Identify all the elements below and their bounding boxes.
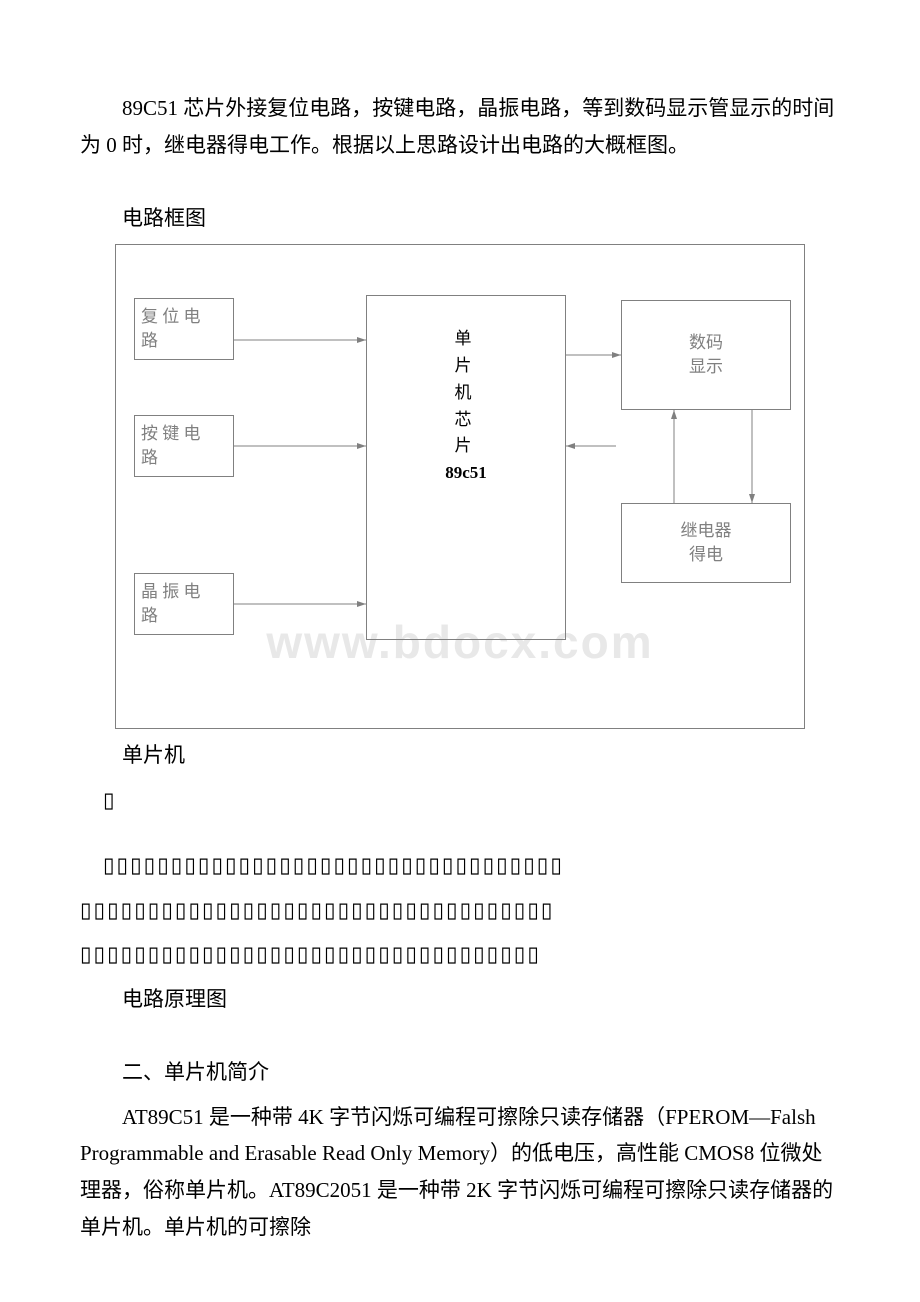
schematic-heading: 电路原理图 bbox=[80, 981, 840, 1018]
missing-glyph-row-1: ▯ bbox=[80, 782, 840, 819]
missing-glyph-row-2: ▯▯▯▯▯▯▯▯▯▯▯▯▯▯▯▯▯▯▯▯▯▯▯▯▯▯▯▯▯▯▯▯▯▯ bbox=[80, 847, 840, 884]
block-diagram: www.bdocx.com 复 位 电路 按 键 电路 晶 振 电路 单片机芯片… bbox=[115, 244, 805, 729]
body2-paragraph: AT89C51 是一种带 4K 字节闪烁可编程可擦除只读存储器（FPEROM—F… bbox=[80, 1099, 840, 1246]
mcu-heading: 单片机 bbox=[80, 737, 840, 774]
arrow-reset-mcu bbox=[116, 245, 806, 730]
spacer bbox=[80, 827, 840, 847]
diagram-heading: 电路框图 bbox=[80, 200, 840, 237]
spacer bbox=[80, 1026, 840, 1054]
section2-heading: 二、单片机简介 bbox=[80, 1054, 840, 1091]
intro-paragraph: 89C51 芯片外接复位电路，按键电路，晶振电路，等到数码显示管显示的时间为 0… bbox=[80, 90, 840, 164]
spacer bbox=[80, 172, 840, 200]
missing-glyph-row-4: ▯▯▯▯▯▯▯▯▯▯▯▯▯▯▯▯▯▯▯▯▯▯▯▯▯▯▯▯▯▯▯▯▯▯ bbox=[80, 936, 840, 973]
missing-glyph-row-3: ▯▯▯▯▯▯▯▯▯▯▯▯▯▯▯▯▯▯▯▯▯▯▯▯▯▯▯▯▯▯▯▯▯▯▯ bbox=[80, 892, 840, 929]
